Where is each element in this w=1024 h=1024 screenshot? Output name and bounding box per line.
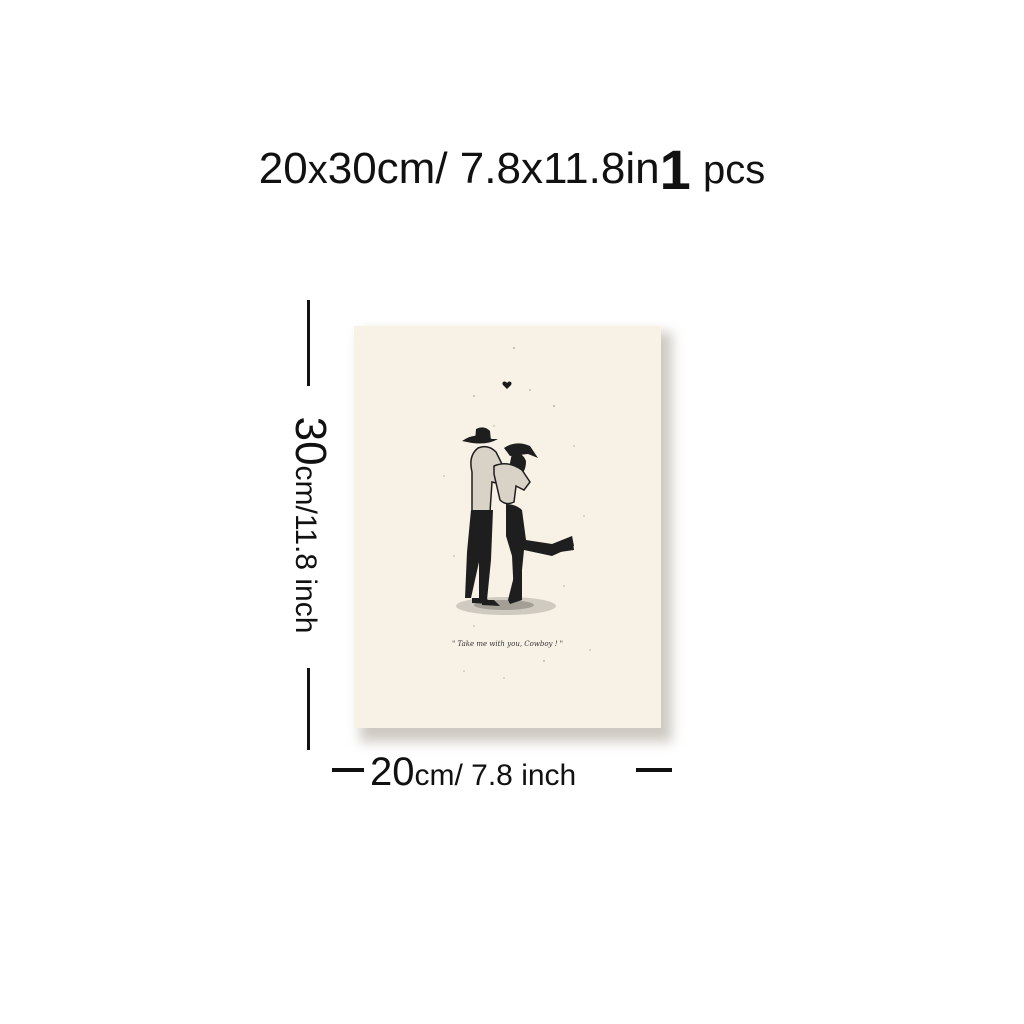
poster-print: " Take me with you, Cowboy ! " — [354, 326, 661, 728]
title-quantity: 1 — [659, 138, 691, 201]
cowboy-couple-illustration — [443, 347, 591, 679]
height-unit: cm/11.8 inch — [289, 465, 322, 634]
height-dimension-line-top — [307, 300, 310, 386]
width-dimension-line-left — [332, 768, 364, 772]
width-dimension-label: 20cm/ 7.8 inch — [370, 750, 576, 795]
title-times-sign: x — [307, 148, 328, 192]
title-size-text: 30cm/ 7.8x11.8in — [327, 144, 660, 193]
title-width-value: 20 — [258, 144, 308, 193]
poster-quote: " Take me with you, Cowboy ! " — [452, 640, 563, 648]
title-unit: pcs — [702, 148, 766, 192]
height-dimension-line-bottom — [307, 668, 310, 750]
height-dimension-label: 30cm/11.8 inch — [285, 417, 335, 634]
product-size-title: 20x30cm/ 7.8x11.8in1 pcs — [0, 136, 1024, 198]
height-value: 30 — [286, 416, 335, 466]
width-unit: cm/ 7.8 inch — [414, 759, 577, 792]
width-value: 20 — [370, 750, 415, 794]
heart-icon — [502, 381, 512, 389]
width-dimension-line-right — [636, 768, 672, 772]
